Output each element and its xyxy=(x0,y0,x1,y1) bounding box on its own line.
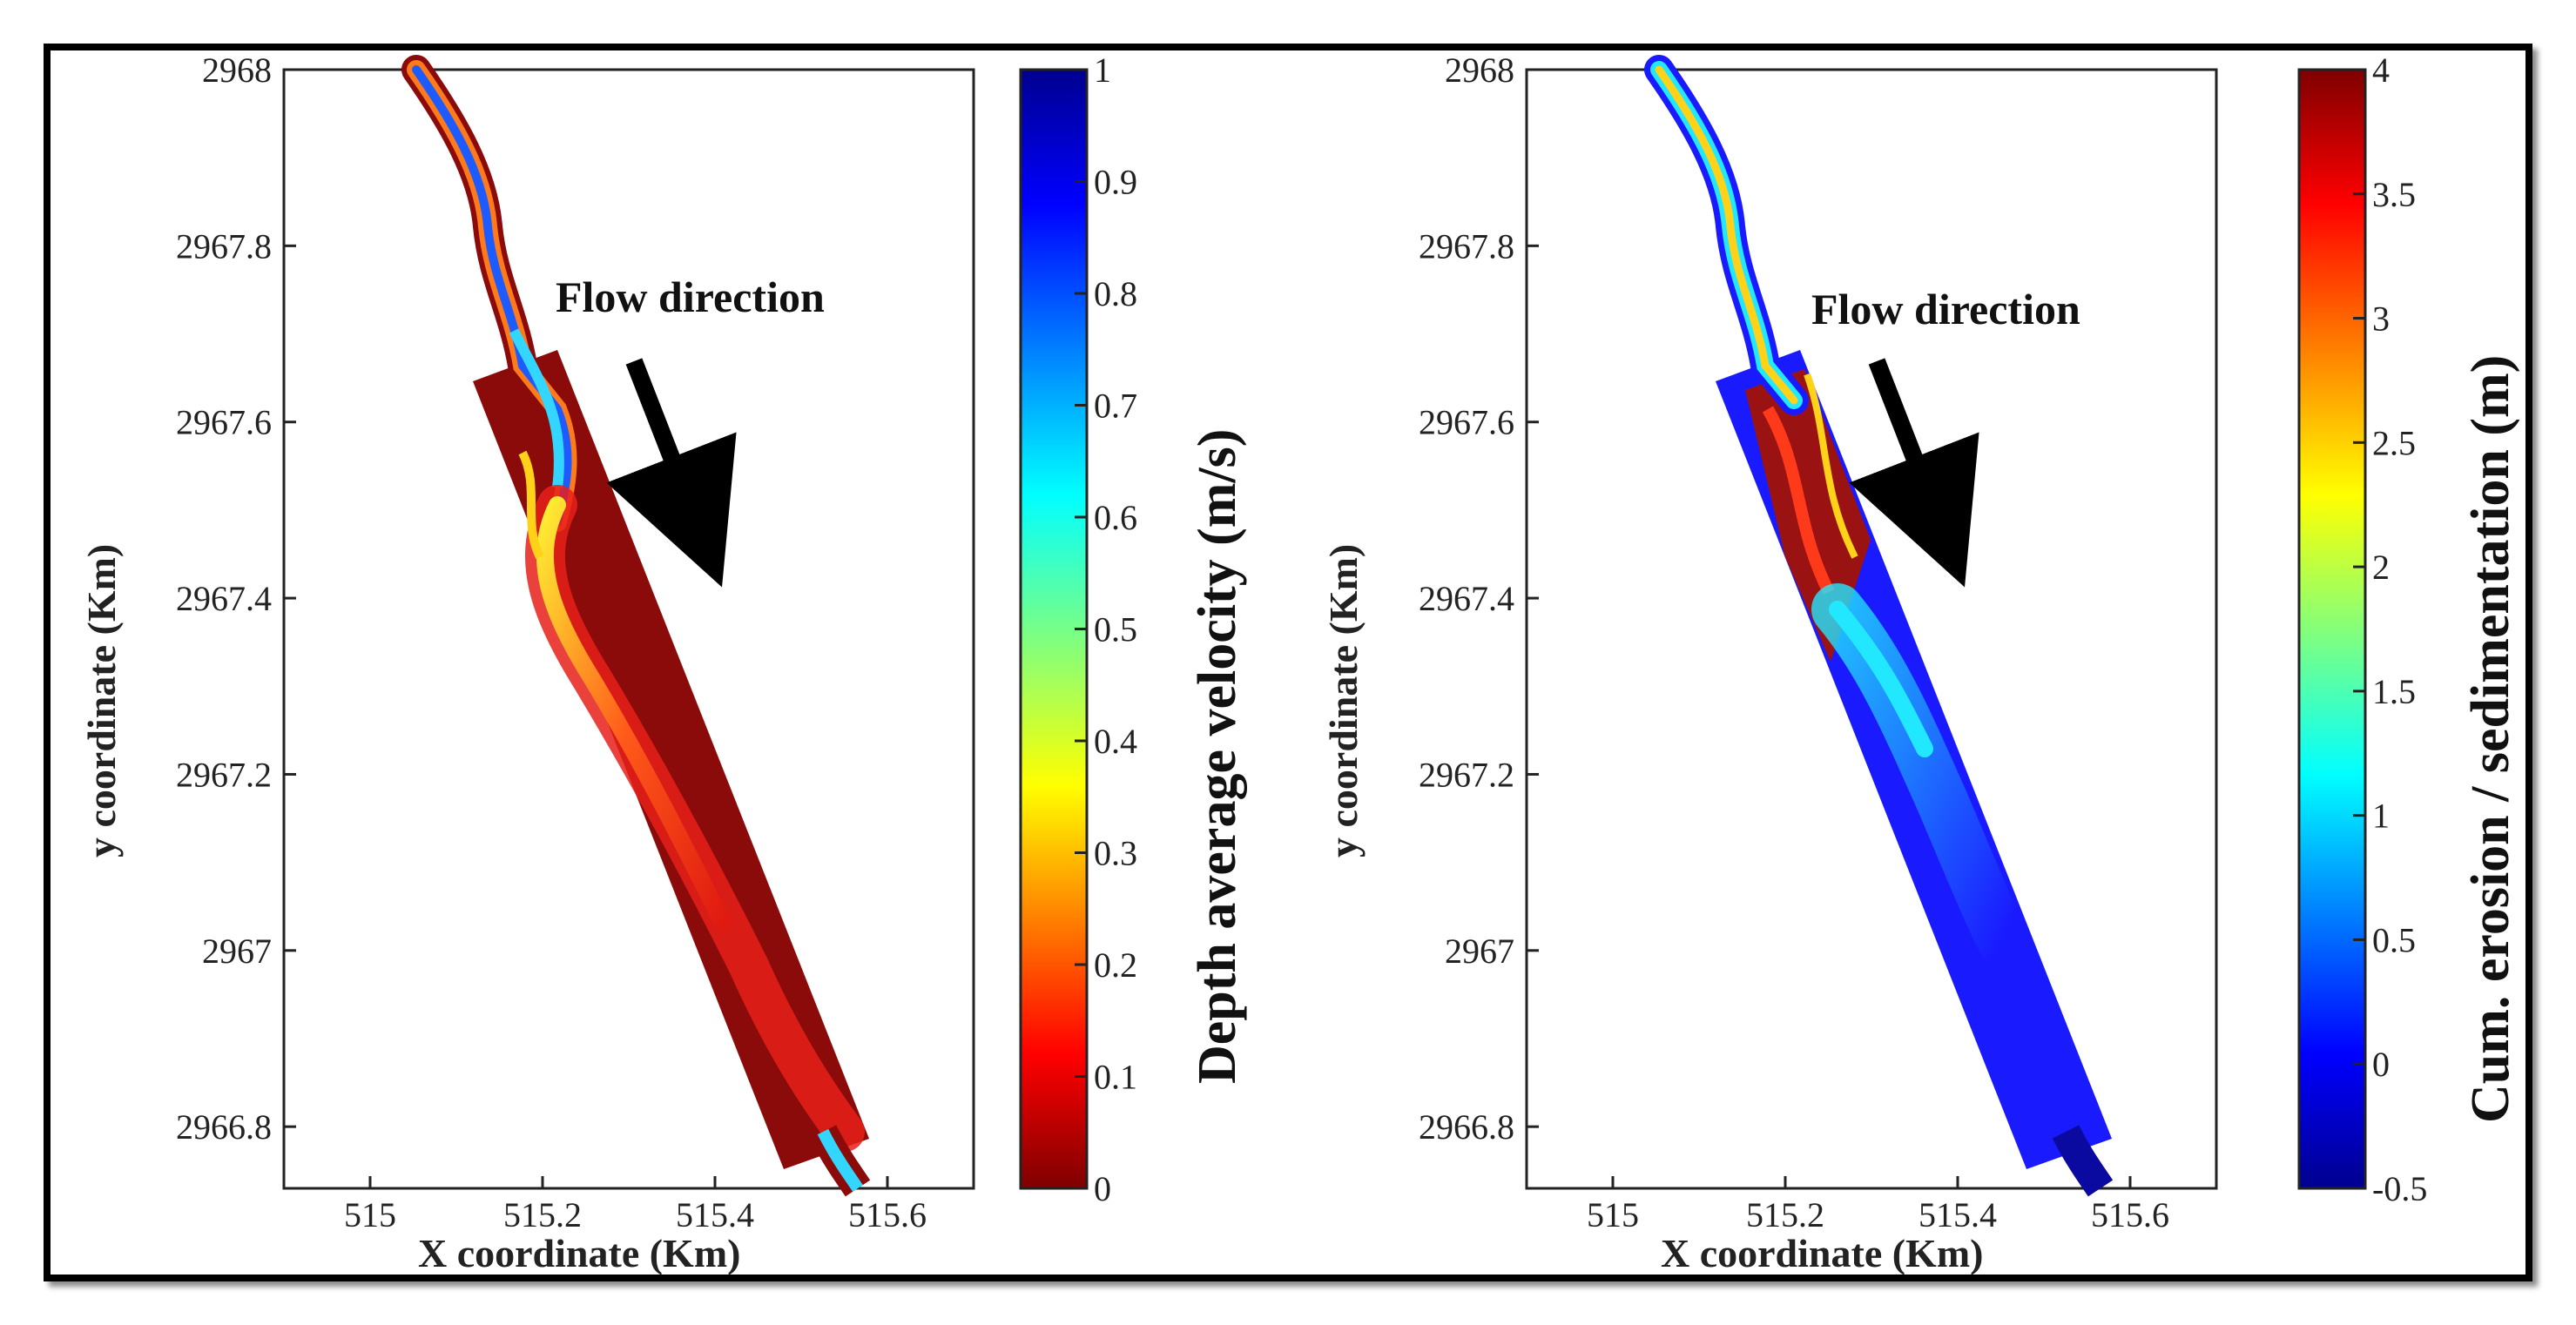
velocity-y-axis-label: y coordinate (Km) xyxy=(79,544,124,858)
velocity-core-band-inner xyxy=(536,496,732,932)
erosion-colorbar-tick-label: -0.5 xyxy=(2372,1169,2427,1208)
velocity-colorbar-tick-label: 0.1 xyxy=(1094,1058,1137,1097)
velocity-x-ticks: 515 515.2 515.4 515.6 xyxy=(344,1176,927,1234)
erosion-y-ticks: 2968 2967.8 2967.6 2967.4 2967.2 2967 2966.8 xyxy=(1419,50,1539,1147)
erosion-deposit-edge xyxy=(1804,373,1858,559)
velocity-y-ticks: 2968 2967.8 2967.6 2967.4 2967.2 2967 2966.8 xyxy=(176,50,296,1147)
velocity-colorbar-label: Depth average velocity (m/s) xyxy=(1188,429,1247,1084)
velocity-eddy xyxy=(518,450,544,560)
velocity-colorbar-tick-label: 0.6 xyxy=(1094,498,1137,537)
velocity-y-tick-label: 2967.2 xyxy=(176,755,272,794)
erosion-y-tick-label: 2967.6 xyxy=(1419,403,1514,442)
velocity-colorbar-tick-label: 0.2 xyxy=(1094,945,1137,985)
erosion-colorbar-ticks: 4 3.5 3 2.5 2 1.5 1 0.5 0 -0.5 xyxy=(2353,50,2427,1208)
velocity-y-tick-label: 2967.4 xyxy=(176,579,272,618)
velocity-colorbar-tick-label: 1 xyxy=(1094,50,1111,90)
erosion-colorbar-tick-label: 3.5 xyxy=(2372,175,2416,214)
velocity-colorbar-tick-label: 0.4 xyxy=(1094,722,1137,761)
erosion-y-axis-label: y coordinate (Km) xyxy=(1321,544,1366,858)
velocity-inflow-channel-core xyxy=(412,65,572,527)
velocity-y-tick-label: 2968 xyxy=(202,50,272,90)
erosion-y-tick-label: 2968 xyxy=(1445,50,1514,90)
velocity-y-tick-label: 2967.6 xyxy=(176,403,272,442)
erosion-y-tick-label: 2967.4 xyxy=(1419,579,1514,618)
velocity-x-tick-label: 515.6 xyxy=(848,1195,927,1234)
velocity-colorbar-tick-label: 0.9 xyxy=(1094,163,1137,202)
erosion-x-tick-label: 515 xyxy=(1587,1195,1639,1234)
erosion-colorbar-tick-label: 2 xyxy=(2372,548,2390,587)
velocity-inflow-jet xyxy=(509,328,564,488)
erosion-x-tick-label: 515.4 xyxy=(1919,1195,1997,1234)
erosion-y-tick-label: 2967 xyxy=(1445,932,1514,971)
erosion-flow-arrow xyxy=(1849,358,1979,588)
velocity-x-tick-label: 515 xyxy=(344,1195,396,1234)
erosion-x-ticks: 515 515.2 515.4 515.6 xyxy=(1587,1176,2169,1234)
erosion-y-tick-label: 2967.2 xyxy=(1419,755,1514,794)
velocity-domain-field xyxy=(473,350,869,1169)
erosion-flow-label: Flow direction xyxy=(1811,285,2080,333)
erosion-deposit-streak xyxy=(1762,406,1835,595)
erosion-colorbar-tick-label: 1 xyxy=(2372,797,2390,836)
erosion-colorbar-tick-label: 2.5 xyxy=(2372,423,2416,462)
velocity-x-tick-label: 515.4 xyxy=(676,1195,754,1234)
velocity-colorbar-tick-label: 0.7 xyxy=(1094,387,1137,426)
erosion-plume-core xyxy=(1829,601,1933,757)
erosion-y-tick-label: 2967.8 xyxy=(1419,226,1514,266)
velocity-x-tick-label: 515.2 xyxy=(503,1195,582,1234)
velocity-flow-label: Flow direction xyxy=(556,272,825,321)
velocity-outflow-channel-core xyxy=(817,1128,863,1192)
erosion-x-tick-label: 515.6 xyxy=(2091,1195,2169,1234)
velocity-colorbar-tick-label: 0.5 xyxy=(1094,610,1137,649)
erosion-x-tick-label: 515.2 xyxy=(1746,1195,1824,1234)
erosion-colorbar-tick-label: 0.5 xyxy=(2372,920,2416,959)
velocity-colorbar-tick-label: 0 xyxy=(1094,1169,1111,1208)
velocity-flow-arrow xyxy=(606,358,737,588)
erosion-y-tick-label: 2966.8 xyxy=(1419,1107,1514,1147)
erosion-inflow-channel-core xyxy=(1655,65,1798,405)
velocity-panel: Flow direction 515 515.2 515.4 515.6 296829… xyxy=(79,50,1247,1275)
velocity-y-tick-label: 2967.8 xyxy=(176,226,272,266)
velocity-y-tick-label: 2967 xyxy=(202,932,272,971)
erosion-x-axis-label: X coordinate (Km) xyxy=(1661,1231,1983,1275)
erosion-colorbar-tick-label: 3 xyxy=(2372,299,2390,339)
erosion-colorbar-tick-label: 0 xyxy=(2372,1045,2390,1084)
erosion-colorbar-tick-label: 4 xyxy=(2372,50,2390,90)
velocity-y-tick-label: 2966.8 xyxy=(176,1107,272,1147)
erosion-colorbar-tick-label: 1.5 xyxy=(2372,672,2416,711)
velocity-colorbar-ticks: 1 0.9 0.8 0.7 0.6 0.5 0.4 0.3 0.2 0.1 0 xyxy=(1075,50,1137,1208)
erosion-colorbar xyxy=(2297,68,2367,1190)
erosion-outflow-channel xyxy=(2052,1125,2114,1197)
velocity-x-axis-label: X coordinate (Km) xyxy=(418,1231,740,1275)
velocity-colorbar-tick-label: 0.3 xyxy=(1094,834,1137,873)
erosion-colorbar-label: Cum. erosion / sedimentation (m) xyxy=(2461,355,2520,1123)
erosion-panel: Flow direction 515 515.2 515.4 515.6 296829… xyxy=(1321,50,2520,1275)
velocity-colorbar-tick-label: 0.8 xyxy=(1094,274,1137,313)
